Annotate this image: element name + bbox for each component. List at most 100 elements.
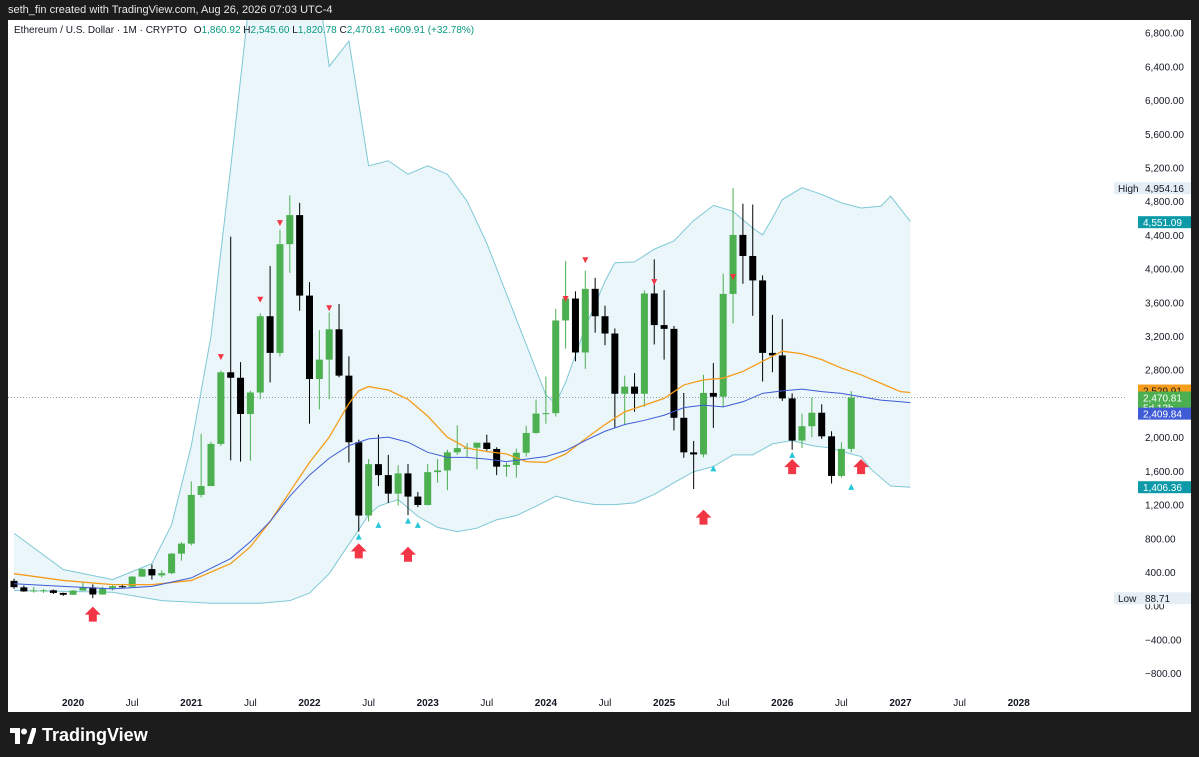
- candle-body: [118, 586, 126, 588]
- candle-body: [168, 553, 176, 574]
- candle: [493, 447, 501, 476]
- buy-arrow-marker: [853, 459, 870, 475]
- candle: [690, 440, 698, 489]
- x-tick-label: Jul: [717, 698, 730, 709]
- candle-body: [552, 320, 560, 414]
- candle: [404, 464, 412, 516]
- buy-arrow-marker: [784, 459, 801, 475]
- candle-body: [404, 473, 412, 497]
- candle: [266, 266, 274, 383]
- candle-body: [20, 587, 28, 592]
- candle-body: [414, 496, 422, 506]
- candle-body: [394, 473, 402, 494]
- candle-body: [197, 486, 205, 495]
- candle: [778, 319, 786, 401]
- candle: [611, 328, 619, 428]
- y-tick-label: 4,800.00: [1145, 197, 1184, 208]
- sell-signal-marker: [257, 296, 264, 303]
- buy-signal-marker: [355, 533, 362, 540]
- candle-body: [700, 392, 707, 455]
- candle: [237, 362, 245, 462]
- chart-panel[interactable]: −800.00 −400.00 0.00 400.00 800.00 1,200.00 1,…: [8, 20, 1191, 712]
- y-tick-label: 800.00: [1145, 534, 1176, 545]
- candle: [453, 425, 461, 455]
- candle-body: [759, 280, 767, 353]
- price-label-value: 1,406.36: [1143, 483, 1182, 494]
- candle-body: [325, 329, 333, 360]
- candle-body: [374, 464, 382, 476]
- candle: [739, 203, 747, 284]
- candle-body: [256, 316, 264, 393]
- buy-arrow-marker: [695, 509, 712, 525]
- price-chart[interactable]: −800.00 −400.00 0.00 400.00 800.00 1,200.00 1,…: [8, 20, 1191, 712]
- candle: [512, 448, 520, 478]
- buy-signal-marker: [405, 517, 411, 524]
- y-tick-label: −400.00: [1145, 635, 1182, 646]
- y-tick-label: 6,800.00: [1145, 29, 1184, 40]
- x-tick-label: Jul: [362, 698, 375, 709]
- price-label-value: 88.71: [1145, 594, 1170, 605]
- plot-area: [8, 20, 1126, 622]
- candle-body: [828, 436, 836, 476]
- candle-body: [59, 592, 67, 595]
- candle: [483, 434, 491, 451]
- y-tick-label: 3,600.00: [1145, 298, 1184, 309]
- candle: [818, 404, 826, 439]
- candle-body: [315, 359, 323, 380]
- candle: [601, 305, 609, 346]
- candle-body: [719, 293, 727, 397]
- candle: [79, 581, 87, 591]
- candle: [591, 277, 599, 333]
- high-label: H: [243, 25, 251, 36]
- buy-signal-marker: [789, 451, 796, 458]
- price-label-band-upper: 4,551.09: [1138, 216, 1191, 229]
- candle-body: [581, 288, 589, 353]
- price-label-value: 4,551.09: [1143, 218, 1182, 229]
- x-tick-label: 2028: [1008, 698, 1031, 709]
- candle-body: [571, 298, 579, 353]
- x-tick-label: 2020: [62, 698, 85, 709]
- candle: [680, 392, 688, 458]
- candle: [443, 449, 451, 491]
- x-tick-label: Jul: [953, 698, 966, 709]
- candle-body: [148, 569, 156, 576]
- candle-body: [749, 255, 757, 281]
- sell-signal-marker: [217, 354, 224, 361]
- candle: [503, 462, 510, 477]
- tradingview-logo[interactable]: TradingView: [10, 725, 148, 746]
- candle-body: [739, 234, 747, 256]
- candle: [384, 454, 392, 503]
- candle-body: [296, 215, 304, 296]
- high-value: 2,545.60: [250, 25, 290, 36]
- low-label: L: [292, 25, 298, 36]
- x-tick-label: 2024: [535, 698, 558, 709]
- candle-body: [177, 543, 185, 554]
- x-tick-label: 2023: [417, 698, 440, 709]
- footer: TradingView: [0, 712, 1199, 757]
- candle-body: [237, 377, 245, 414]
- band-fill: [14, 20, 911, 604]
- candle: [138, 568, 146, 578]
- sell-signal-marker: [651, 279, 658, 286]
- candle-body: [503, 464, 510, 467]
- y-tick-label: −800.00: [1145, 669, 1182, 680]
- ma-orange-line: [13, 350, 911, 586]
- candle: [828, 431, 836, 484]
- candle: [522, 425, 530, 457]
- candle: [335, 304, 343, 378]
- candle: [759, 275, 767, 382]
- candle: [89, 584, 97, 599]
- candle: [631, 373, 639, 412]
- candle: [59, 592, 67, 596]
- candle-body: [443, 452, 451, 471]
- price-label-bg: [1138, 407, 1191, 420]
- candle-body: [798, 426, 806, 441]
- candle: [276, 229, 284, 357]
- candle-body: [69, 590, 77, 595]
- candle-body: [384, 475, 392, 494]
- candle: [837, 442, 845, 478]
- candle: [542, 376, 550, 424]
- price-label-ma-blue: 2,409.84: [1138, 407, 1191, 421]
- x-tick-label: 2021: [180, 698, 203, 709]
- candle-body: [611, 333, 619, 394]
